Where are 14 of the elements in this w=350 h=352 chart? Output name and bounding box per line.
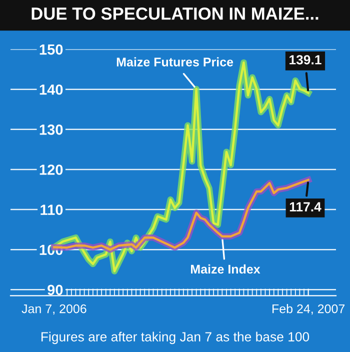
y-tick-label: 150 — [40, 44, 63, 55]
data-label: 117.4 — [290, 202, 322, 212]
series-label: Maize Futures Price — [116, 57, 234, 66]
series-label: Maize Index — [191, 264, 260, 274]
y-tick-label: 130 — [40, 124, 63, 135]
text: Figures are after taking Jan 7 as the base 100 — [42, 332, 310, 344]
x-tick-label: Jan 7, 2006 — [22, 304, 86, 315]
chart-title: DUE TO SPECULATION IN MAIZE... — [32, 8, 318, 20]
y-tick-label: 140 — [40, 84, 63, 95]
data-label: 139.1 — [290, 55, 322, 64]
x-tick-label: Feb 24, 2007 — [272, 304, 345, 315]
y-tick-label: 90 — [48, 284, 63, 296]
y-tick-label: 110 — [40, 204, 63, 215]
y-tick-label: 120 — [40, 164, 63, 175]
